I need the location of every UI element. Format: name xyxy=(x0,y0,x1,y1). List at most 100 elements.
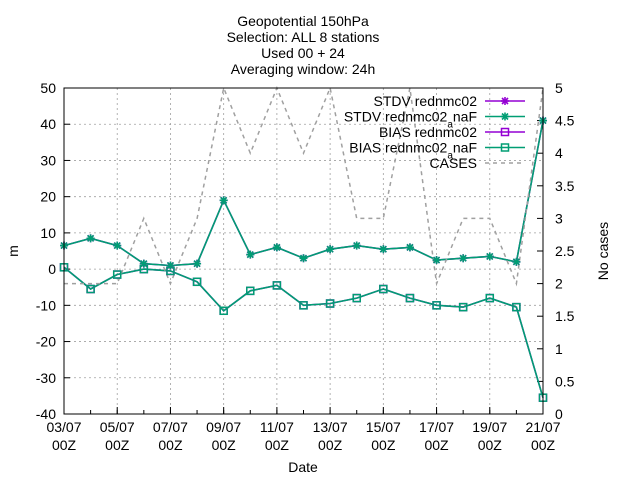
data-point xyxy=(352,241,361,250)
y2-tick-label: 1.5 xyxy=(555,308,575,324)
y2-tick-label: 3.5 xyxy=(555,178,575,194)
y2-tick-label: 3 xyxy=(555,210,563,226)
marker-stroke xyxy=(501,112,509,121)
y2-tick-label: 2.5 xyxy=(555,243,575,259)
data-point xyxy=(219,306,228,316)
y-tick-label: -10 xyxy=(36,297,56,313)
y2-tick-label: 2 xyxy=(555,276,563,292)
data-point xyxy=(326,245,335,254)
marker-stroke xyxy=(459,254,467,262)
legend-marker xyxy=(501,97,509,105)
title-line: Used 00 + 24 xyxy=(261,45,345,61)
marker-stroke xyxy=(486,252,494,260)
y-tick-label: 10 xyxy=(40,225,56,241)
legend-label: CASES xyxy=(430,155,477,171)
plot-frame xyxy=(63,87,544,415)
y2-tick-label: 4 xyxy=(555,145,563,161)
data-point xyxy=(113,241,122,250)
y-tick-label: -40 xyxy=(36,406,56,422)
y2-tick-label: 5 xyxy=(555,80,563,96)
legend-label-part: BIAS rednmc02 xyxy=(349,140,447,156)
y-tick-label: 50 xyxy=(40,80,56,96)
x-tick-label-time: 00Z xyxy=(105,437,130,453)
data-point xyxy=(512,302,521,312)
data-point xyxy=(86,284,95,294)
marker-stroke xyxy=(432,256,441,264)
data-point xyxy=(246,286,255,296)
x-tick-label-time: 00Z xyxy=(424,437,449,453)
data-point xyxy=(166,266,175,276)
legend-label: BIAS rednmc02 xyxy=(379,124,477,140)
data-point xyxy=(458,302,468,312)
series-line-4 xyxy=(64,85,544,287)
title-line: Selection: ALL 8 stations xyxy=(227,29,380,45)
data-point xyxy=(272,281,282,290)
series-line-3 xyxy=(63,266,544,398)
data-point xyxy=(325,299,335,308)
data-point xyxy=(86,234,95,243)
marker-stroke xyxy=(512,258,520,266)
marker-stroke xyxy=(353,242,361,250)
data-point xyxy=(299,254,308,263)
legend-label-part: STDV rednmc02 xyxy=(344,109,448,125)
data-point xyxy=(112,270,122,279)
title-line: Geopotential 150hPa xyxy=(237,13,369,29)
data-point xyxy=(485,293,495,303)
marker-stroke xyxy=(501,97,509,105)
y-tick-label: 30 xyxy=(40,152,56,168)
data-point xyxy=(193,259,202,268)
marker-stroke xyxy=(113,242,121,250)
x-tick-label-time: 00Z xyxy=(531,437,556,453)
marker-stroke xyxy=(299,254,308,262)
y-tick-label: 20 xyxy=(40,189,56,205)
y-tick-label: -20 xyxy=(36,334,56,350)
data-point xyxy=(432,301,441,310)
data-point xyxy=(192,277,202,287)
legend-label: STDV rednmc02 xyxy=(374,93,478,109)
marker-stroke xyxy=(87,234,95,242)
legend-label: STDV rednmc02anaF xyxy=(344,109,477,131)
x-tick-label-date: 03/07 xyxy=(46,419,81,435)
y-tick-label: 40 xyxy=(40,116,56,132)
data-point xyxy=(219,196,228,205)
y2-axis-label: No cases xyxy=(595,222,611,280)
x-axis-label: Date xyxy=(288,459,318,475)
y-tick-label: -30 xyxy=(36,370,56,386)
grid xyxy=(64,88,543,414)
y-tick-label: 0 xyxy=(48,261,56,277)
x-tick-label-time: 00Z xyxy=(478,437,503,453)
data-point xyxy=(485,252,494,261)
data-point xyxy=(139,264,149,274)
data-point xyxy=(379,284,388,294)
x-tick-label-time: 00Z xyxy=(212,437,237,453)
y2-tick-label: 0.5 xyxy=(555,373,575,389)
x-tick-label-date: 07/07 xyxy=(153,419,188,435)
y2-tick-label: 1 xyxy=(555,341,563,357)
legend-marker xyxy=(501,112,509,121)
x-tick-label-date: 13/07 xyxy=(313,419,348,435)
title-line: Averaging window: 24h xyxy=(231,61,376,77)
marker-stroke xyxy=(406,243,414,251)
marker-stroke xyxy=(193,260,201,268)
data-point xyxy=(512,257,521,266)
legend-label: BIAS rednmc02anaF xyxy=(349,140,477,162)
x-tick-label-date: 05/07 xyxy=(100,419,135,435)
data-point xyxy=(432,256,441,265)
marker-stroke xyxy=(379,245,387,253)
x-tick-label-date: 19/07 xyxy=(472,419,507,435)
x-tick-label-date: 11/07 xyxy=(260,419,294,435)
marker-stroke xyxy=(246,251,254,259)
data-point xyxy=(299,301,308,310)
legend-label-subscript: a xyxy=(447,150,453,161)
legend-marker xyxy=(500,127,510,137)
legend-label-part: naF xyxy=(453,140,477,156)
x-tick-label-date: 17/07 xyxy=(419,419,454,435)
x-tick-label-date: 09/07 xyxy=(206,419,241,435)
y2-tick-label: 4.5 xyxy=(555,113,575,129)
marker-stroke xyxy=(220,196,228,204)
x-tick-label-date: 15/07 xyxy=(366,419,401,435)
data-point xyxy=(459,254,468,263)
data-point xyxy=(405,243,414,252)
